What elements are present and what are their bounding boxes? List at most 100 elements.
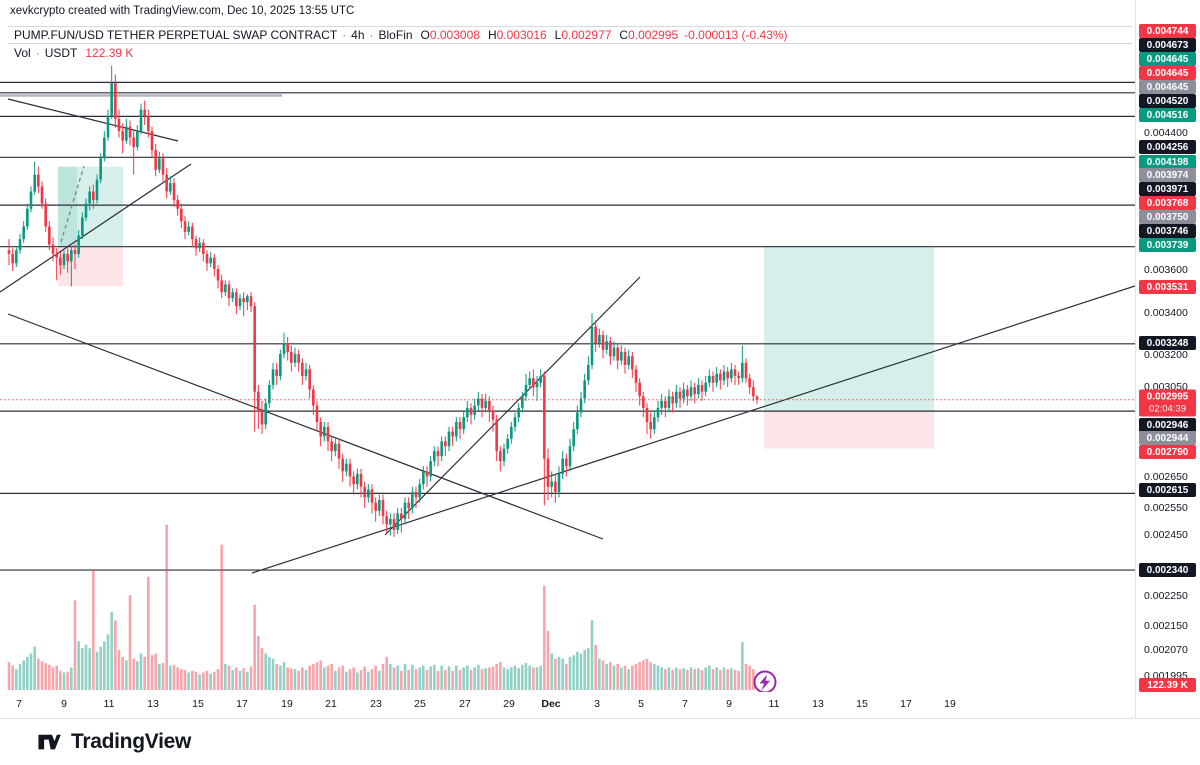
candle-body: [117, 118, 121, 132]
price-label: 0.004673: [1139, 38, 1196, 52]
candle-body: [169, 183, 172, 192]
volume-bar: [664, 669, 667, 690]
trendline[interactable]: [7, 98, 179, 142]
volume-bar: [693, 669, 696, 690]
candle-body: [502, 448, 506, 462]
volume-currency: USDT: [44, 46, 78, 60]
candle-body: [667, 396, 671, 408]
volume-bar: [414, 669, 418, 690]
volume-bar: [704, 667, 707, 690]
volume-bar: [627, 669, 630, 690]
volume-bar: [84, 644, 88, 690]
trendline[interactable]: [384, 276, 641, 536]
volume-bar: [345, 671, 348, 690]
volume-bar: [77, 641, 80, 690]
tradingview-logo[interactable]: TradingView: [36, 729, 191, 755]
volume-bar: [491, 666, 495, 690]
candle-body: [491, 410, 495, 420]
candle-body: [700, 384, 704, 392]
candle-body: [51, 244, 55, 254]
volume-bar: [642, 660, 645, 690]
lightning-icon[interactable]: [759, 674, 771, 691]
candle-body: [132, 137, 135, 148]
ohlc-open: O0.003008: [420, 28, 480, 42]
candle-body: [337, 443, 341, 459]
candle-body: [202, 242, 205, 254]
volume-bar: [370, 669, 374, 690]
symbol-title[interactable]: PUMP.FUN/USD TETHER PERPETUAL SWAP CONTR…: [14, 28, 338, 42]
time-axis[interactable]: 7 9 11 13 15 17 19 21 23 25 27 29 Dec 3 5 7 9 11 13 15 17 19: [0, 692, 1135, 718]
candle-body: [601, 334, 605, 350]
volume-bar: [587, 648, 590, 690]
candle-body: [176, 200, 179, 209]
trendline[interactable]: [7, 313, 604, 540]
price-label: 0.002946: [1139, 418, 1196, 432]
price-scale[interactable]: 0.004400 0.003600 0.003400 0.003200 0.003050…: [1135, 0, 1200, 718]
candle-body: [708, 375, 711, 383]
volume-bar: [565, 663, 568, 690]
volume-bar: [227, 665, 231, 690]
volume-bar: [183, 669, 187, 690]
candle-body: [352, 476, 355, 485]
candle-body: [334, 443, 337, 452]
volume-bar: [374, 665, 377, 690]
volume-bar: [433, 664, 436, 690]
volume-bar: [235, 667, 238, 690]
volume-bar: [660, 667, 663, 690]
volume-bar: [682, 668, 685, 690]
volume-bar: [418, 667, 421, 690]
candle-body: [389, 518, 392, 525]
legend-symbol-row: PUMP.FUN/USD TETHER PERPETUAL SWAP CONTR…: [8, 26, 1132, 44]
candle-body: [359, 473, 363, 487]
volume-bar: [319, 660, 322, 690]
volume-bar: [697, 668, 700, 690]
time-tick: 9: [61, 698, 67, 710]
interval-label[interactable]: 4h: [351, 28, 365, 42]
brand-name: TradingView: [71, 730, 192, 753]
candle-body: [528, 378, 531, 385]
volume-bar: [422, 665, 425, 690]
candle-body: [466, 407, 469, 418]
trendline[interactable]: [0, 163, 192, 293]
trendline[interactable]: [251, 285, 1135, 574]
separator-dot: ·: [35, 46, 40, 60]
time-tick: 15: [192, 698, 204, 710]
volume-bar: [378, 670, 381, 690]
candle-body: [634, 369, 638, 383]
tradingview-logo-icon: [38, 734, 61, 750]
candle-body: [660, 400, 663, 408]
chart-pane[interactable]: [0, 0, 1135, 718]
volume-bar: [363, 666, 366, 690]
volume-bar: [139, 653, 143, 690]
candle-body: [631, 356, 634, 370]
volume-bar: [205, 670, 209, 690]
candle-body: [392, 518, 396, 530]
price-label: 0.004645: [1139, 52, 1196, 66]
candle-body: [535, 382, 539, 388]
candle-body: [77, 235, 80, 254]
candle-body: [605, 341, 608, 350]
trendline[interactable]: [60, 165, 85, 243]
price-tick: 0.003200: [1144, 349, 1188, 361]
candle-body: [158, 158, 161, 170]
volume-bar: [620, 667, 623, 690]
candle-body: [656, 407, 660, 418]
candle-body: [579, 398, 583, 413]
volume-bar: [99, 646, 102, 690]
candle-body: [154, 150, 157, 170]
candle-body: [623, 351, 627, 365]
volume-bar: [348, 669, 352, 690]
chart-canvas[interactable]: [0, 0, 1135, 718]
volume-bar: [326, 665, 330, 690]
price-tick: 0.002250: [1144, 590, 1188, 602]
volume-bar: [513, 665, 517, 690]
volume-bar: [172, 664, 176, 690]
volume-bar: [411, 664, 414, 690]
volume-bar: [202, 672, 205, 690]
volume-bar: [216, 669, 220, 690]
candle-body: [40, 186, 44, 204]
volume-bar: [110, 611, 113, 690]
volume-bar: [469, 669, 473, 690]
volume-bar: [279, 665, 282, 690]
volume-bar: [117, 649, 121, 690]
